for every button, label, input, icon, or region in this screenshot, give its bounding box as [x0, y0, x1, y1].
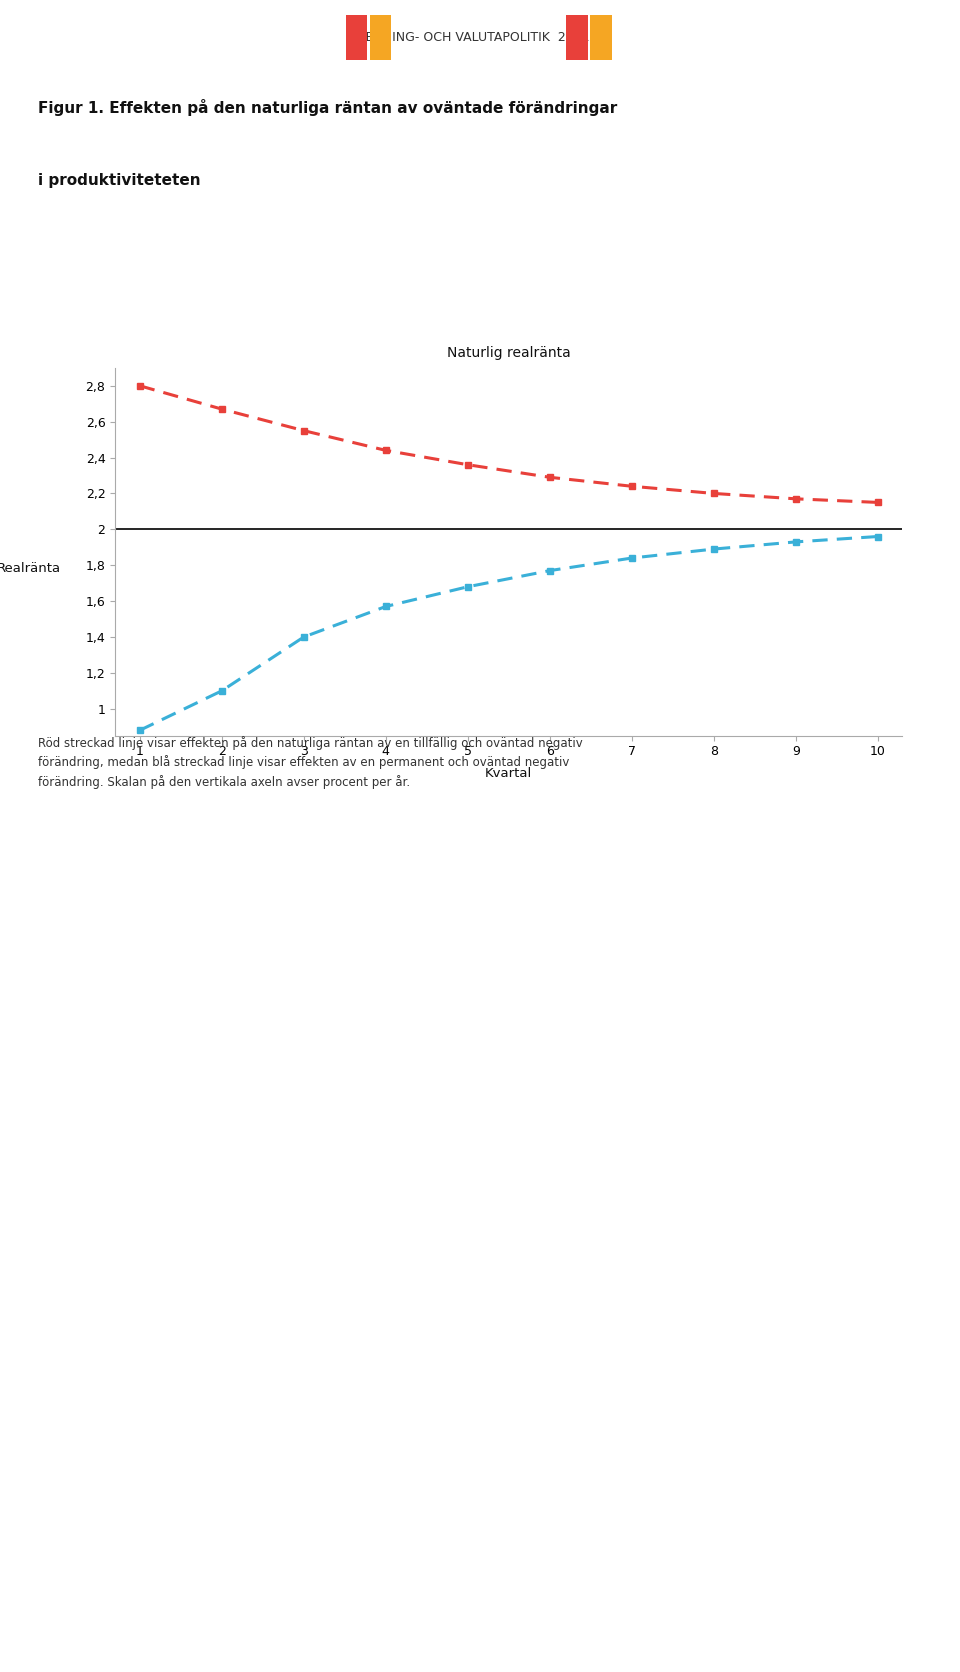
Text: Realränta: Realränta	[0, 562, 60, 575]
Text: Figur 1. Effekten på den naturliga räntan av oväntade förändringar: Figur 1. Effekten på den naturliga ränta…	[38, 100, 617, 117]
Bar	[590, 15, 612, 60]
Title: Naturlig realränta: Naturlig realränta	[447, 346, 570, 359]
Text: i produktiviteteten: i produktiviteteten	[38, 172, 201, 187]
Bar	[566, 15, 588, 60]
Bar	[346, 15, 367, 60]
Bar	[370, 15, 391, 60]
Text: Röd streckad linje visar effekten på den naturliga räntan av en tillfällig och o: Röd streckad linje visar effekten på den…	[38, 736, 583, 789]
Text: PENNING- OCH VALUTAPOLITIK  2011:2: PENNING- OCH VALUTAPOLITIK 2011:2	[358, 32, 602, 43]
X-axis label: Kvartal: Kvartal	[485, 767, 533, 779]
